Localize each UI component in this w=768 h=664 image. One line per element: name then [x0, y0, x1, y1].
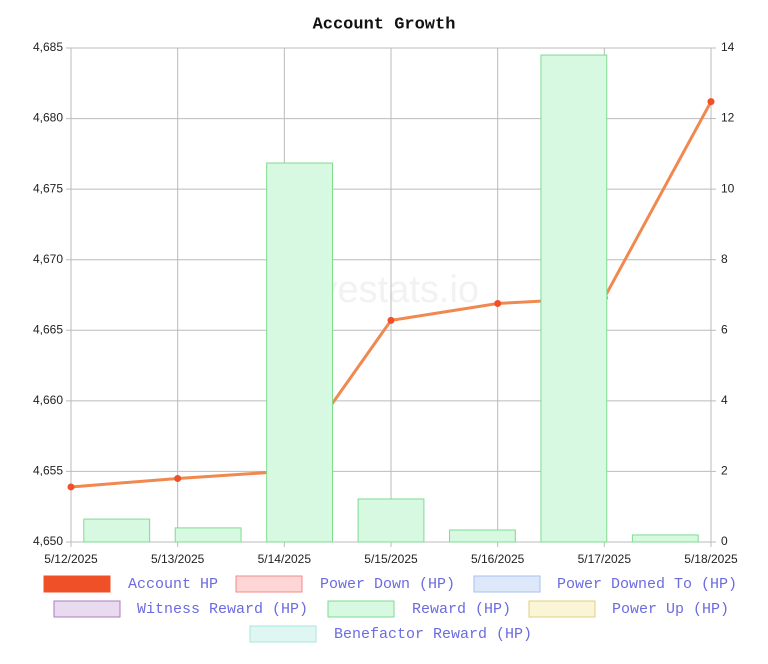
legend-label: Power Downed To (HP)	[557, 576, 737, 593]
legend-label: Account HP	[128, 576, 218, 593]
legend-label: Power Up (HP)	[612, 601, 729, 618]
x-tick-label: 5/16/2025	[471, 552, 525, 566]
bar	[174, 527, 242, 543]
legend-swatch	[528, 600, 596, 618]
point	[67, 483, 75, 491]
y2-tick-label: 10	[721, 181, 735, 195]
x-tick-label: 5/14/2025	[258, 552, 312, 566]
point	[387, 316, 395, 324]
bar	[631, 534, 699, 543]
y-tick-label: 4,650	[33, 534, 63, 548]
legend-swatch	[235, 575, 303, 593]
legend-label: Reward (HP)	[412, 601, 511, 618]
bar	[540, 54, 608, 543]
y2-tick-label: 6	[721, 322, 728, 336]
point	[707, 98, 715, 106]
y-tick-label: 4,665	[33, 322, 63, 336]
legend-label: Benefactor Reward (HP)	[334, 626, 532, 643]
y-tick-label: 4,680	[33, 111, 63, 125]
y-tick-label: 4,670	[33, 252, 63, 266]
y-tick-label: 4,655	[33, 464, 63, 478]
x-tick-label: 5/13/2025	[151, 552, 205, 566]
legend-swatch	[473, 575, 541, 593]
bar	[266, 162, 333, 543]
y2-tick-label: 2	[721, 464, 728, 478]
bar	[83, 518, 151, 543]
legend-swatch	[249, 625, 317, 643]
x-tick-label: 5/12/2025	[44, 552, 98, 566]
point	[494, 299, 502, 307]
legend-label: Witness Reward (HP)	[137, 601, 308, 618]
y2-tick-label: 8	[721, 252, 728, 266]
legend-label: Power Down (HP)	[320, 576, 455, 593]
point	[174, 474, 182, 482]
legend-swatch	[43, 575, 111, 593]
y2-tick-label: 14	[721, 40, 735, 54]
y2-tick-label: 12	[721, 111, 735, 125]
y-tick-label: 4,675	[33, 181, 63, 195]
legend-swatch	[327, 600, 395, 618]
y2-tick-label: 0	[721, 534, 728, 548]
x-tick-label: 5/15/2025	[364, 552, 418, 566]
chart-title: Account Growth	[313, 15, 456, 34]
x-tick-label: 5/18/2025	[684, 552, 738, 566]
x-tick-label: 5/17/2025	[578, 552, 632, 566]
y-tick-label: 4,685	[33, 40, 63, 54]
y-tick-label: 4,660	[33, 393, 63, 407]
legend-swatch	[53, 600, 121, 618]
y2-tick-label: 4	[721, 393, 728, 407]
bar	[357, 498, 425, 543]
bar	[449, 529, 516, 543]
